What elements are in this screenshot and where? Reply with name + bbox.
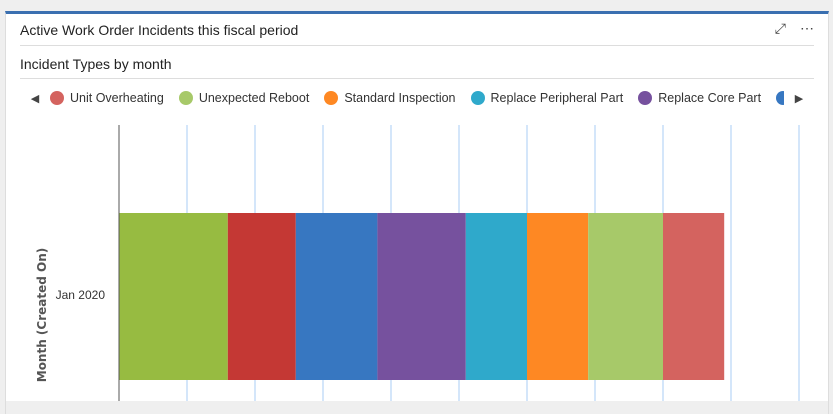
expand-icon[interactable]: ⤢ <box>774 20 786 36</box>
bar-segment <box>465 213 527 380</box>
legend-label: Replace Peripheral Part <box>490 91 624 105</box>
legend-swatch <box>324 91 339 105</box>
legend-item[interactable]: Unexpected Reboot <box>178 91 310 105</box>
legend-swatch <box>178 91 193 105</box>
legend-label: Unit Overheating <box>70 91 164 105</box>
legend-item[interactable]: Replace Core Part <box>638 91 761 105</box>
category-label: Jan 2020 <box>56 288 106 302</box>
bar-segment <box>663 213 725 380</box>
legend-swatch <box>50 91 64 105</box>
y-axis-title: Month (Created On) <box>35 248 49 383</box>
legend-swatch <box>638 91 653 105</box>
bar-segment <box>119 213 228 380</box>
legend-swatch <box>470 91 485 105</box>
legend-label: Unexpected Reboot <box>198 91 310 105</box>
legend-swatch <box>776 91 784 105</box>
legend-item[interactable]: Replace Peripheral Part <box>470 91 624 105</box>
bar-segment <box>527 213 589 380</box>
card-title: Active Work Order Incidents this fiscal … <box>20 22 299 38</box>
legend-item[interactable]: Standard Inspection <box>324 91 456 105</box>
chart-card: Active Work Order Incidents this fiscal … <box>5 11 829 414</box>
more-icon[interactable]: ⋯ <box>800 20 814 36</box>
divider <box>20 78 814 79</box>
legend-next-icon[interactable]: ▶ <box>794 92 804 105</box>
bar-segment <box>295 213 378 380</box>
bar-segment <box>588 213 663 380</box>
legend-label: Standard Inspection <box>344 91 456 105</box>
divider <box>20 45 814 46</box>
bar-segment <box>227 213 296 380</box>
legend-item[interactable]: Unit Overheating <box>50 91 164 105</box>
bar-segment <box>377 213 466 380</box>
legend-label: Replace Core Part <box>658 91 762 105</box>
legend: ◀ Unit Overheating Unexpected Reboot Stand… <box>20 88 814 108</box>
legend-prev-icon[interactable]: ◀ <box>30 92 40 105</box>
chart-title: Incident Types by month <box>20 56 172 72</box>
